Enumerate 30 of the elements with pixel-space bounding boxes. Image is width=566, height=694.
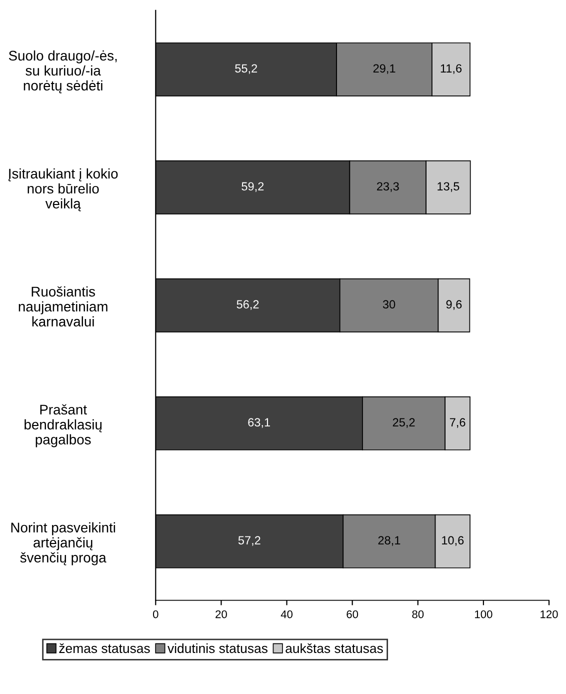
data-label: 13,5 xyxy=(438,182,460,192)
y-tick-label: Suolo draugo/-ės, su kuriuo/-ia norėtų sėdėti xyxy=(8,50,117,94)
data-label: 9,6 xyxy=(446,300,462,310)
data-label: 55,2 xyxy=(235,64,258,74)
data-label: 59,2 xyxy=(242,182,264,192)
data-label: 10,6 xyxy=(442,536,464,546)
legend-label: aukštas statusas xyxy=(286,643,383,654)
legend-label: vidutinis statusas xyxy=(168,643,268,654)
y-tick-label: Ruošiantis naujametiniam karnavalui xyxy=(18,286,108,326)
x-tick-label: 100 xyxy=(475,610,492,618)
y-tick-label: Prašant bendraklasių pagalbos xyxy=(24,404,102,448)
data-label: 29,1 xyxy=(373,64,396,74)
data-label: 57,2 xyxy=(238,536,260,546)
y-tick-label: Įsitraukiant į kokio nors būrelio veiklą xyxy=(8,168,118,212)
y-tick-label: Norint pasveikinti artėjančių švenčių proga xyxy=(11,522,116,566)
x-tick-label: 80 xyxy=(412,610,424,618)
data-label: 56,2 xyxy=(236,300,259,310)
data-label: 30 xyxy=(382,300,396,309)
data-label: 11,6 xyxy=(440,64,462,74)
x-tick-label: 0 xyxy=(152,610,158,618)
x-tick-label: 60 xyxy=(346,610,358,618)
x-tick-label: 120 xyxy=(540,610,558,618)
data-label: 28,1 xyxy=(378,536,400,546)
data-label: 23,3 xyxy=(377,182,399,192)
legend-label: žemas statusas xyxy=(59,643,150,654)
data-label: 63,1 xyxy=(248,418,270,428)
x-tick-label: 20 xyxy=(216,610,227,618)
data-label: 7,6 xyxy=(450,418,466,428)
data-label: 25,2 xyxy=(392,418,415,428)
x-tick-label: 40 xyxy=(280,610,293,618)
